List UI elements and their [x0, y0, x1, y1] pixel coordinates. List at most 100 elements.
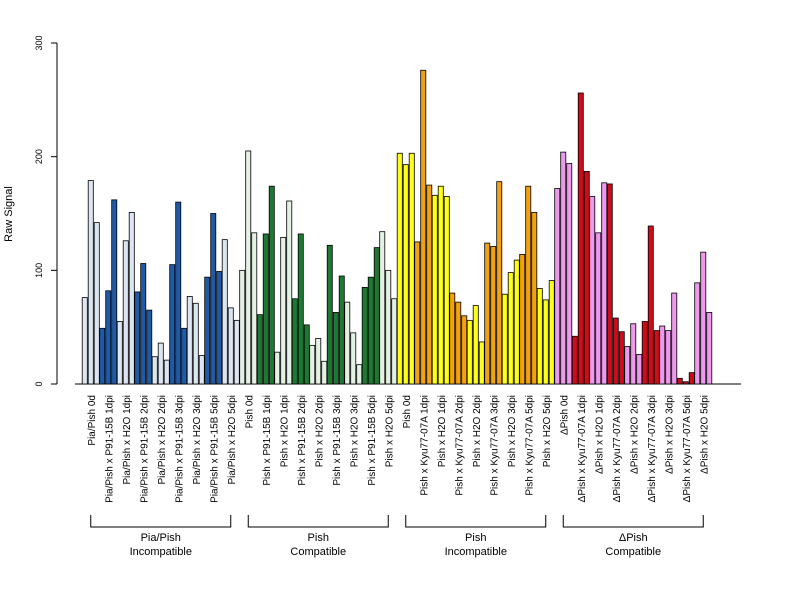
bar	[309, 344, 316, 385]
bar	[566, 163, 573, 385]
category-label: Pish x P91-15B 2dpi	[297, 395, 308, 486]
group-label-line2: Compatible	[290, 546, 346, 558]
bar	[99, 327, 106, 385]
bar	[420, 69, 427, 385]
bar	[577, 92, 584, 385]
bar	[676, 377, 683, 385]
category-label: ΔPish x Kyu77-07A 1dpi	[577, 395, 588, 502]
group-label-line2: Incompatible	[445, 546, 507, 558]
group-label-line1: ΔPish	[619, 532, 648, 544]
y-axis-label: Raw Signal	[3, 186, 15, 242]
category-labels: Pia/Pish 0d Pia/Pish x P91-15B 1dpi Pia/Pi…	[87, 395, 711, 503]
bar	[612, 317, 619, 385]
group-label-line1: Pia/Pish	[141, 532, 181, 544]
bar	[455, 301, 462, 385]
bar	[472, 305, 479, 385]
bar	[326, 244, 333, 385]
bar	[280, 236, 287, 385]
y-tick-label: 300	[34, 35, 44, 50]
bar	[192, 302, 199, 385]
bar	[536, 288, 543, 385]
bar	[519, 254, 526, 385]
bar	[560, 151, 567, 385]
bar	[81, 297, 88, 385]
bar	[554, 188, 561, 385]
bar	[513, 259, 520, 385]
bar	[157, 342, 164, 385]
bar	[151, 356, 158, 385]
bar	[636, 354, 643, 385]
category-label: Pish x H2O 5dpi	[384, 395, 395, 467]
group-bracket	[90, 515, 232, 528]
category-label: Pia/Pish x P91-15B 3dpi	[174, 395, 185, 503]
bar	[93, 222, 100, 385]
category-label: ΔPish x Kyu77-07A 3dpi	[647, 395, 658, 502]
bar	[227, 307, 234, 385]
bar	[525, 185, 532, 385]
bar	[303, 324, 310, 385]
category-label: ΔPish x Kyu77-07A 2dpi	[612, 395, 623, 502]
group-label-line2: Compatible	[605, 546, 661, 558]
bar	[356, 364, 363, 385]
bar	[134, 291, 141, 385]
bar	[589, 196, 596, 385]
bar	[186, 296, 193, 385]
bar	[350, 332, 357, 385]
category-label: Pia/Pish x H2O 3dpi	[192, 395, 203, 485]
bar	[385, 269, 392, 385]
bar	[128, 211, 135, 385]
category-label: ΔPish x Kyu77-07A 5dpi	[682, 395, 693, 502]
category-label: Pish x H2O 3dpi	[349, 395, 360, 467]
bar	[373, 247, 380, 385]
category-label: Pia/Pish 0d	[87, 395, 98, 446]
bar	[630, 323, 637, 385]
bar	[367, 276, 374, 385]
bar	[391, 298, 398, 385]
bar	[181, 327, 188, 385]
category-label: ΔPish x H2O 2dpi	[629, 395, 640, 474]
bar	[286, 200, 293, 385]
category-label: Pish 0d	[402, 395, 413, 428]
bar	[443, 196, 450, 385]
category-label: Pish x H2O 1dpi	[437, 395, 448, 467]
bar	[87, 180, 94, 385]
bar	[449, 292, 456, 385]
bar	[140, 263, 147, 385]
bar	[239, 269, 246, 385]
bar	[647, 225, 654, 385]
bar	[601, 182, 608, 385]
bar	[484, 242, 491, 385]
bar	[671, 292, 678, 385]
category-label: ΔPish x H2O 1dpi	[594, 395, 605, 474]
bar	[262, 233, 269, 385]
bar	[531, 211, 538, 385]
bar	[297, 233, 304, 385]
category-label: ΔPish 0d	[559, 395, 570, 435]
bar	[105, 290, 112, 385]
category-label: ΔPish x H2O 5dpi	[699, 395, 710, 474]
category-label: Pish x H2O 1dpi	[279, 395, 290, 467]
bar	[665, 330, 672, 385]
y-tick-label: 100	[34, 263, 44, 278]
bar	[688, 372, 695, 385]
bar	[122, 240, 129, 385]
category-label: Pish x Kyu77-07A 5dpi	[524, 395, 535, 496]
bar	[496, 181, 503, 385]
bar	[694, 282, 701, 385]
bar	[116, 321, 123, 385]
bar	[169, 264, 176, 385]
bar	[198, 355, 205, 385]
bar	[332, 311, 339, 385]
category-label: Pish x Kyu77-07A 1dpi	[419, 395, 430, 496]
bar	[682, 381, 689, 385]
bar	[163, 359, 170, 385]
bar	[379, 231, 386, 385]
bar	[210, 213, 217, 385]
group-bracket	[247, 515, 389, 528]
bar	[321, 360, 328, 385]
category-label: Pia/Pish x P91-15B 5dpi	[209, 395, 220, 503]
bar	[338, 275, 345, 385]
bar	[268, 185, 275, 385]
category-label: Pish x Kyu77-07A 2dpi	[454, 395, 465, 496]
